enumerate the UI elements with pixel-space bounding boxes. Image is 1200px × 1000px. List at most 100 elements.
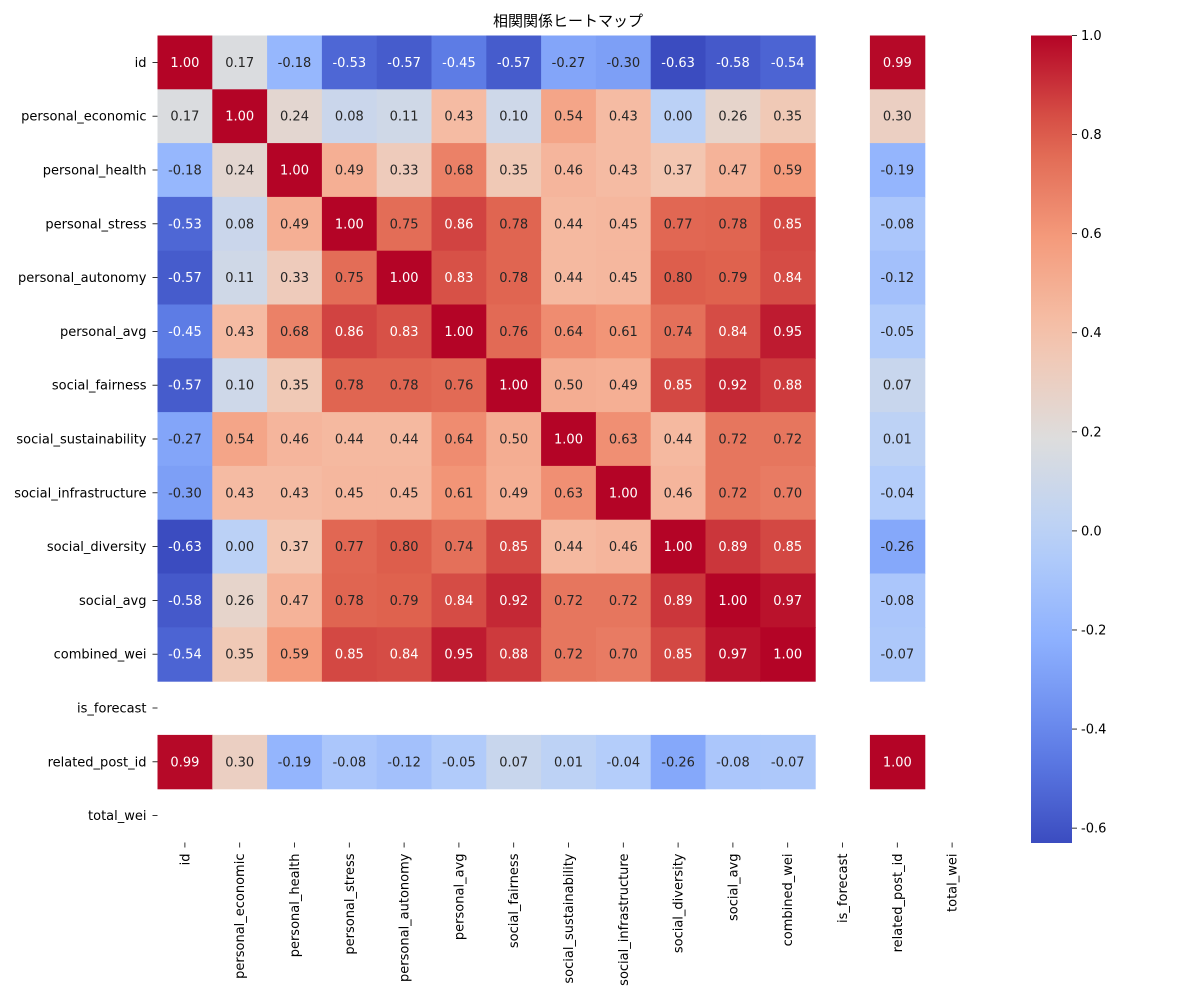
heatmap-cell-personal-stress-personal-health	[267, 196, 323, 252]
cell-value-label: 0.44	[554, 271, 583, 286]
cell-value-label: -0.18	[278, 56, 312, 71]
column-label-id: id	[178, 854, 193, 866]
heatmap-cell-social-diversity-personal-stress	[321, 519, 378, 575]
heatmap-cell-personal-autonomy-id	[157, 250, 213, 306]
row-label-social-infrastructure: social_infrastructure	[14, 486, 146, 501]
heatmap-cell-id-personal-avg	[431, 35, 487, 90]
cell-value-label: 1.00	[390, 271, 419, 286]
cell-value-label: 1.00	[664, 540, 693, 555]
heatmap-cell-combined-wei-combined-wei	[760, 627, 816, 682]
cell-value-label: 0.26	[225, 594, 254, 609]
colorbar-tick-label: 0.4	[1081, 326, 1102, 341]
cell-value-label: -0.08	[332, 755, 366, 770]
cell-value-label: 0.46	[280, 433, 309, 448]
cell-value-label: 0.44	[664, 433, 693, 448]
heatmap-cell-personal-stress-social-diversity	[650, 196, 707, 252]
cell-value-label: -0.19	[880, 164, 914, 179]
row-label-social-fairness: social_fairness	[52, 379, 147, 394]
heatmap-cell-social-infrastructure-personal-stress	[321, 465, 378, 521]
heatmap-cell-social-sustainability-id	[157, 412, 213, 467]
cell-value-label: 0.07	[499, 755, 528, 770]
cell-value-label: 0.33	[280, 271, 309, 286]
row-label-total-wei: total_wei	[88, 809, 146, 824]
heatmap-cell-social-sustainability-social-infrastructure	[595, 412, 652, 467]
cell-value-label: 0.35	[225, 648, 254, 663]
cell-value-label: -0.05	[442, 755, 476, 770]
heatmap-cell-personal-economic-combined-wei	[760, 89, 816, 144]
cell-value-label: 0.00	[225, 540, 254, 555]
column-label-social-infrastructure: social_infrastructure	[617, 854, 632, 986]
cell-value-label: 0.85	[499, 540, 528, 555]
heatmap-cell-social-fairness-social-infrastructure	[595, 358, 652, 413]
heatmap-cell-personal-autonomy-personal-stress	[321, 250, 378, 306]
heatmap-cell-personal-economic-social-fairness	[486, 89, 542, 144]
cell-value-label: -0.57	[387, 56, 421, 71]
heatmap-cell-social-fairness-personal-stress	[321, 358, 378, 413]
heatmap-cell-social-infrastructure-personal-avg	[431, 465, 487, 521]
cell-value-label: 0.11	[390, 110, 419, 125]
heatmap-cell-personal-economic-social-avg	[705, 89, 761, 144]
column-label-social-avg: social_avg	[726, 854, 741, 921]
cell-value-label: -0.30	[168, 486, 202, 501]
heatmap-cell-social-diversity-social-sustainability	[541, 519, 597, 575]
column-label-social-sustainability: social_sustainability	[562, 853, 577, 983]
cell-value-label: 0.49	[280, 217, 309, 232]
cell-value-label: 0.85	[335, 648, 364, 663]
cell-value-label: 0.72	[773, 433, 802, 448]
heatmap-cell-id-related-post-id	[869, 35, 926, 90]
cell-value-label: 0.95	[773, 325, 802, 340]
cell-value-label: 0.64	[444, 433, 473, 448]
cell-value-label: 0.44	[554, 217, 583, 232]
cell-value-label: 0.54	[225, 433, 254, 448]
heatmap-cell-id-social-sustainability	[541, 35, 597, 90]
row-label-personal-economic: personal_economic	[21, 110, 146, 125]
cell-value-label: 0.92	[718, 379, 747, 394]
heatmap-cell-social-sustainability-combined-wei	[760, 412, 816, 467]
cell-value-label: 0.72	[554, 648, 583, 663]
cell-value-label: -0.53	[332, 56, 366, 71]
cell-value-label: -0.08	[880, 217, 914, 232]
heatmap-cell-personal-stress-personal-stress	[321, 196, 378, 252]
cell-value-label: 0.64	[554, 325, 583, 340]
heatmap-cell-social-infrastructure-combined-wei	[760, 465, 816, 521]
heatmap-cell-id-combined-wei	[760, 35, 816, 90]
column-label-social-fairness: social_fairness	[507, 853, 522, 948]
heatmap-cell-personal-stress-personal-autonomy	[376, 196, 433, 252]
heatmap-cell-social-diversity-personal-autonomy	[376, 519, 433, 575]
heatmap-cell-personal-avg-social-avg	[705, 304, 761, 359]
cell-value-label: 0.84	[718, 325, 747, 340]
heatmap-cell-personal-stress-social-infrastructure	[595, 196, 652, 252]
heatmap-cell-personal-avg-personal-avg	[431, 304, 487, 359]
cell-value-label: 0.61	[444, 486, 473, 501]
heatmap-cell-personal-avg-related-post-id	[869, 304, 926, 359]
cell-value-label: -0.07	[880, 648, 914, 663]
column-label-combined-wei: combined_wei	[781, 854, 796, 947]
cell-value-label: -0.12	[880, 271, 914, 286]
cell-value-label: 0.59	[773, 164, 802, 179]
column-label-is-forecast: is_forecast	[836, 854, 851, 923]
cell-value-label: 0.74	[664, 325, 693, 340]
cell-value-label: 0.47	[718, 164, 747, 179]
cell-value-label: -0.57	[168, 271, 202, 286]
heatmap-cell-related-post-id-social-sustainability	[541, 734, 597, 790]
heatmap-cell-personal-avg-personal-autonomy	[376, 304, 433, 359]
cell-value-label: 0.92	[499, 594, 528, 609]
heatmap-cell-id-personal-economic	[212, 35, 268, 90]
column-label-social-diversity: social_diversity	[672, 853, 687, 953]
cell-value-label: 0.72	[718, 433, 747, 448]
heatmap-cell-personal-avg-personal-health	[267, 304, 323, 359]
heatmap-cell-personal-health-social-sustainability	[541, 143, 597, 198]
heatmap-cell-social-fairness-social-fairness	[486, 358, 542, 413]
cell-value-label: 0.70	[609, 648, 638, 663]
heatmap-cell-social-infrastructure-related-post-id	[869, 465, 926, 521]
heatmap-cell-personal-autonomy-social-diversity	[650, 250, 707, 306]
cell-value-label: 0.79	[718, 271, 747, 286]
heatmap-cell-social-diversity-personal-health	[267, 519, 323, 575]
heatmap-cell-social-fairness-personal-avg	[431, 358, 487, 413]
heatmap-cell-personal-avg-combined-wei	[760, 304, 816, 359]
heatmap-cell-id-social-avg	[705, 35, 761, 90]
heatmap-cell-social-fairness-related-post-id	[869, 358, 926, 413]
heatmap-cell-related-post-id-personal-avg	[431, 734, 487, 790]
cell-value-label: 0.84	[773, 271, 802, 286]
